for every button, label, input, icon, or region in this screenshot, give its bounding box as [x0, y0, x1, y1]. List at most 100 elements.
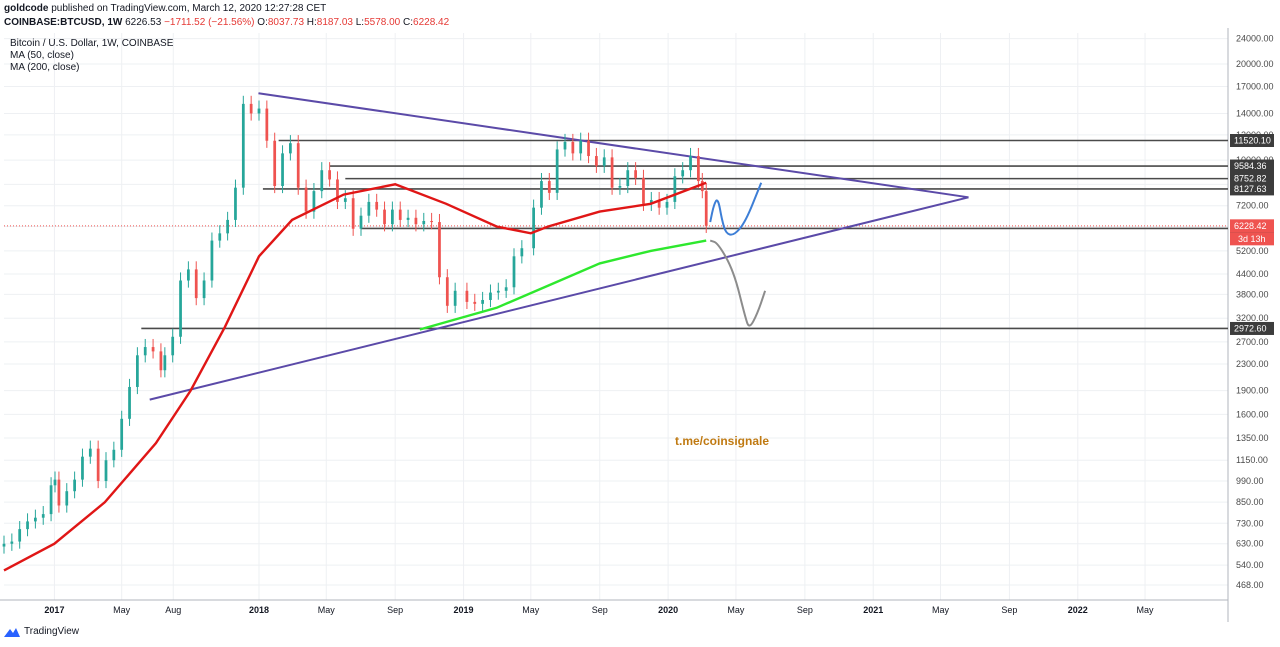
- x-tick-label: 2022: [1068, 605, 1088, 615]
- legend-ma50[interactable]: MA (50, close): [10, 50, 74, 61]
- y-tick-label: 3800.00: [1236, 289, 1269, 299]
- low-label: L:: [355, 17, 365, 28]
- candle-body: [249, 103, 253, 114]
- x-tick-label: 2018: [249, 605, 269, 615]
- candle-body: [438, 222, 441, 278]
- candle-body: [104, 460, 108, 482]
- candle-body: [489, 292, 492, 300]
- open-value: 8037.73: [267, 17, 305, 28]
- candle-body: [281, 153, 284, 186]
- candle-body: [336, 179, 339, 202]
- level-price-tag: 8127.63: [1234, 184, 1267, 194]
- candle-body: [697, 156, 700, 182]
- x-tick-label: Sep: [1001, 605, 1017, 615]
- x-tick-label: 2020: [658, 605, 678, 615]
- candle-body: [179, 280, 182, 337]
- candle-body: [383, 209, 386, 225]
- y-tick-label: 850.00: [1236, 497, 1264, 507]
- level-price-tag: 8752.82: [1234, 174, 1267, 184]
- candle-body: [312, 191, 316, 212]
- y-tick-label: 1350.00: [1236, 433, 1269, 443]
- candle-body: [343, 198, 347, 202]
- price-change: −1711.52 (−21.56%): [164, 17, 255, 28]
- candle-body: [136, 355, 139, 387]
- candle-body: [289, 143, 292, 154]
- candle-body: [681, 170, 685, 177]
- candle-body: [375, 201, 379, 210]
- candle-body: [473, 301, 477, 304]
- candle-body: [532, 207, 535, 249]
- candle-body: [453, 290, 457, 306]
- price-chart[interactable]: 24000.0020000.0017000.0014000.0012000.00…: [0, 28, 1280, 626]
- publish-info: published on TradingView.com, March 12, …: [51, 3, 327, 14]
- candle-body: [194, 269, 198, 299]
- candle-body: [465, 290, 469, 302]
- candle-body: [359, 215, 363, 229]
- candle-body: [34, 517, 37, 522]
- bullish-scenario-path: [709, 182, 763, 236]
- close-value: 6228.42: [413, 17, 450, 28]
- candle-body: [555, 149, 559, 193]
- candle-body: [234, 187, 237, 220]
- candle-body: [18, 529, 22, 542]
- y-tick-label: 2300.00: [1236, 359, 1269, 369]
- candle-body: [53, 479, 57, 486]
- candle-body: [520, 248, 524, 257]
- publish-header: goldcode published on TradingView.com, M…: [4, 2, 449, 30]
- y-tick-label: 4400.00: [1236, 269, 1269, 279]
- level-price-tag-bg: [1230, 182, 1274, 196]
- candle-body: [642, 177, 645, 204]
- candle-body: [547, 181, 551, 193]
- candle-body: [49, 485, 53, 515]
- y-tick-label: 24000.00: [1236, 34, 1274, 44]
- candle-body: [320, 170, 324, 192]
- footer-brand[interactable]: TradingView: [24, 626, 80, 637]
- candle-body: [226, 219, 229, 234]
- candle-body: [540, 181, 543, 208]
- y-tick-label: 468.00: [1236, 580, 1264, 590]
- candle-body: [367, 201, 371, 216]
- x-tick-label: Sep: [797, 605, 813, 615]
- candle-body: [41, 514, 45, 518]
- footer: TradingView: [4, 626, 79, 637]
- grid-layer: [4, 33, 1228, 600]
- x-tick-label: May: [318, 605, 336, 615]
- y-tick-label: 540.00: [1236, 560, 1264, 570]
- candle-body: [26, 521, 29, 530]
- candle-body: [128, 386, 131, 419]
- legend-ma200[interactable]: MA (200, close): [10, 62, 80, 73]
- chart-legend: Bitcoin / U.S. Dollar, 1W, COINBASE MA (…: [10, 38, 173, 74]
- level-price-tag-bg: [1230, 134, 1274, 148]
- candle-body: [610, 157, 614, 188]
- current-price-tag-bg: [1230, 219, 1274, 233]
- candle-body: [563, 141, 567, 150]
- candle-body: [218, 233, 222, 241]
- candle-body: [422, 220, 426, 225]
- level-price-tag: 9584.36: [1234, 161, 1267, 171]
- candle-body: [159, 351, 163, 371]
- candle-body: [626, 170, 630, 186]
- candle-body: [398, 209, 402, 220]
- trendline: [258, 92, 969, 199]
- candle-body: [595, 156, 598, 166]
- candle-body: [328, 170, 331, 180]
- y-tick-label: 7200.00: [1236, 201, 1269, 211]
- x-tick-label: 2019: [454, 605, 474, 615]
- author-name[interactable]: goldcode: [4, 3, 49, 14]
- candle-body: [257, 108, 261, 114]
- tradingview-logo-icon: [4, 627, 20, 637]
- x-tick-label: Sep: [592, 605, 608, 615]
- candle-body: [657, 200, 661, 208]
- y-tick-label: 5200.00: [1236, 246, 1269, 256]
- candle-body: [57, 479, 61, 506]
- candle-body: [391, 209, 394, 225]
- candle-body: [414, 217, 418, 225]
- candle-body: [649, 200, 653, 204]
- y-tick-label: 1600.00: [1236, 409, 1269, 419]
- candle-body: [296, 143, 300, 188]
- watermark-text: t.me/coinsignale: [675, 434, 769, 448]
- candle-body: [210, 240, 214, 281]
- current-price-tag: 6228.42: [1234, 221, 1267, 231]
- candle-body: [96, 448, 100, 482]
- x-tick-label: May: [113, 605, 131, 615]
